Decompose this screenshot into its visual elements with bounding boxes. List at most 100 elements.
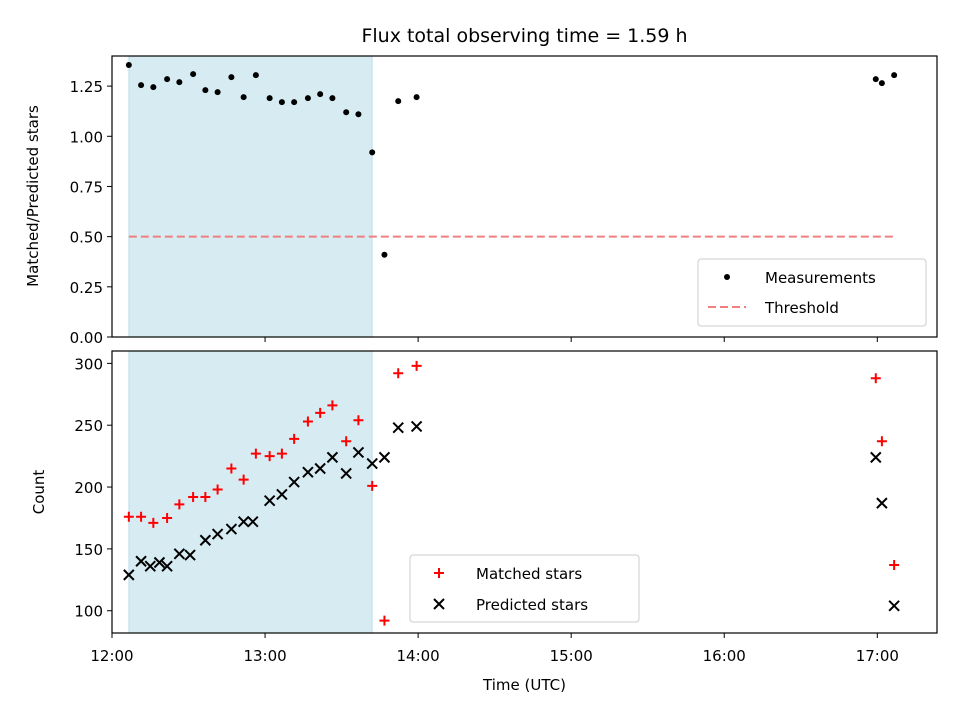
- ratio-y-tick-label: 0.00: [70, 329, 103, 347]
- measurement-point: [164, 76, 171, 83]
- matched-star-marker: [226, 463, 237, 474]
- predicted-star-marker: [276, 488, 288, 501]
- predicted-star-marker: [144, 560, 156, 572]
- measurement-point: [343, 109, 350, 116]
- x-tick-label: 12:00: [90, 647, 133, 665]
- measurement-point: [125, 62, 132, 69]
- matched-star-marker: [212, 484, 223, 495]
- predicted-star-marker: [888, 600, 900, 612]
- measurement-point: [228, 74, 235, 81]
- measurement-point: [317, 91, 324, 98]
- predicted-star-marker: [392, 421, 404, 434]
- predicted-star-marker: [225, 523, 238, 535]
- measurement-point: [138, 82, 145, 89]
- measurement-point: [266, 95, 273, 102]
- measurement-point: [369, 149, 376, 156]
- predicted-star-marker: [263, 494, 276, 507]
- measurement-point: [214, 89, 221, 96]
- matched-star-marker: [411, 360, 422, 371]
- predicted-star-marker: [314, 462, 326, 475]
- ratio-y-tick-label: 1.00: [70, 128, 103, 146]
- legend-matched-stars-marker: [434, 568, 444, 578]
- predicted-star-marker: [378, 451, 391, 464]
- ratio-observing-span: [128, 55, 373, 338]
- chart-title: Flux total observing time = 1.59 h: [361, 25, 687, 47]
- count-legend-box: [409, 554, 640, 623]
- predicted-star-marker: [184, 549, 196, 561]
- matched-star-marker: [148, 517, 159, 528]
- matched-star-marker: [367, 480, 378, 491]
- matched-star-marker: [393, 368, 404, 379]
- predicted-star-marker: [161, 560, 173, 572]
- matched-star-marker: [123, 511, 134, 522]
- legend-measurements-marker: [724, 274, 730, 280]
- matched-star-marker: [302, 416, 313, 427]
- measurement-point: [176, 79, 183, 86]
- matched-star-marker: [136, 511, 147, 522]
- matched-star-marker: [876, 436, 887, 447]
- predicted-star-marker: [326, 451, 339, 464]
- x-axis-label: Time (UTC): [482, 676, 566, 694]
- predicted-star-marker: [410, 420, 423, 433]
- predicted-star-marker: [352, 446, 365, 459]
- measurement-point: [413, 94, 420, 101]
- predicted-star-marker: [211, 528, 224, 540]
- x-tick-label: 14:00: [397, 647, 440, 665]
- ratio-y-tick-label: 1.25: [70, 78, 103, 96]
- measurement-point: [872, 76, 879, 83]
- count-y-axis-label: Count: [30, 470, 48, 515]
- measurement-point: [202, 87, 209, 94]
- predicted-star-marker: [237, 515, 250, 528]
- matched-star-marker: [341, 436, 352, 447]
- legend-predicted-stars-label: Predicted stars: [476, 596, 588, 614]
- legend-matched-stars-label: Matched stars: [476, 565, 582, 583]
- count-y-tick-label: 150: [74, 541, 103, 559]
- matched-star-marker: [353, 415, 364, 426]
- x-tick-label: 15:00: [550, 647, 593, 665]
- count-y-tick-label: 250: [74, 417, 103, 435]
- x-tick-label: 13:00: [243, 647, 286, 665]
- predicted-star-marker: [173, 548, 186, 560]
- count-y-tick-label: 100: [74, 603, 103, 621]
- matched-star-marker: [870, 373, 881, 384]
- matched-star-marker: [276, 448, 287, 459]
- measurement-point: [150, 84, 157, 91]
- matched-star-marker: [379, 615, 390, 626]
- count-y-tick-label: 300: [74, 355, 103, 373]
- predicted-star-marker: [135, 555, 147, 567]
- measurement-point: [304, 95, 311, 102]
- ratio-y-axis-label: Matched/Predicted stars: [24, 105, 42, 287]
- measurement-point: [291, 99, 298, 106]
- measurement-point: [395, 98, 402, 105]
- predicted-star-marker: [123, 569, 135, 581]
- count-y-tick-label: 200: [74, 479, 103, 497]
- matched-star-marker: [889, 559, 900, 570]
- legend-threshold-label: Threshold: [764, 299, 839, 317]
- predicted-star-marker: [340, 467, 352, 480]
- measurement-point: [878, 80, 885, 87]
- ratio-panel: 0.00 0.25 0.50 0.75 1.00 1.25 Measurements Thre…: [70, 55, 938, 347]
- predicted-star-marker: [153, 556, 166, 569]
- predicted-star-marker: [247, 515, 259, 528]
- count-axes-frame: [111, 350, 938, 634]
- matched-star-marker: [174, 499, 185, 510]
- measurement-point: [190, 71, 197, 78]
- matched-star-marker: [162, 512, 173, 523]
- matched-star-marker: [289, 433, 300, 444]
- count-panel: 100 150 200 250 300 12:00 13:00 14:00 15:00 16:00…: [74, 350, 938, 665]
- ratio-y-tick-label: 0.75: [70, 178, 103, 196]
- measurement-point: [329, 95, 336, 102]
- predicted-star-marker: [302, 466, 314, 478]
- matched-star-marker: [250, 448, 261, 459]
- predicted-star-marker: [876, 497, 888, 509]
- ratio-y-tick-label: 0.50: [70, 229, 103, 247]
- predicted-star-marker: [366, 457, 378, 470]
- measurement-point: [891, 72, 898, 79]
- measurement-point: [240, 94, 247, 101]
- predicted-star-marker: [870, 451, 882, 464]
- count-observing-span: [128, 350, 373, 634]
- matched-star-marker: [315, 407, 326, 418]
- ratio-legend-box: [697, 258, 927, 327]
- legend-measurements-label: Measurements: [765, 269, 876, 287]
